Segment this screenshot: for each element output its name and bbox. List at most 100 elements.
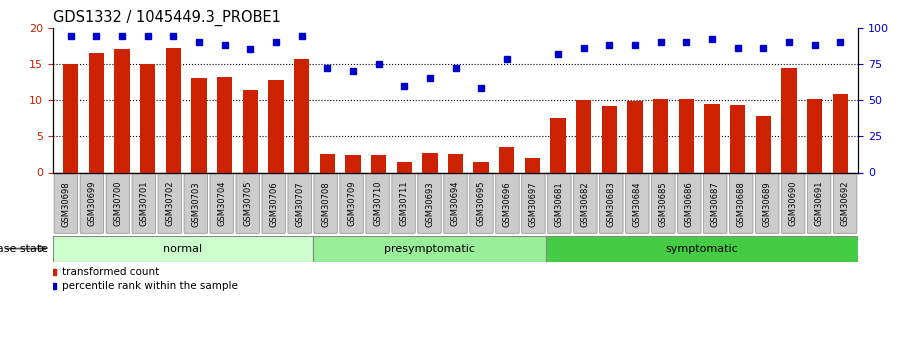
Bar: [345, 155, 361, 172]
Text: disease state: disease state: [0, 244, 48, 254]
Text: GSM30710: GSM30710: [374, 181, 382, 226]
Bar: [679, 99, 694, 172]
Text: GSM30696: GSM30696: [503, 181, 512, 227]
Text: GSM30691: GSM30691: [814, 181, 824, 226]
Text: GSM30703: GSM30703: [191, 181, 200, 227]
FancyBboxPatch shape: [522, 174, 545, 233]
Bar: [550, 118, 566, 172]
FancyBboxPatch shape: [626, 174, 649, 233]
FancyBboxPatch shape: [262, 174, 285, 233]
Bar: [312, 236, 547, 262]
FancyBboxPatch shape: [366, 174, 389, 233]
Text: GSM30709: GSM30709: [347, 181, 356, 226]
Text: percentile rank within the sample: percentile rank within the sample: [62, 281, 238, 290]
Bar: [755, 116, 771, 172]
Text: transformed count: transformed count: [62, 267, 159, 277]
Text: GSM30681: GSM30681: [555, 181, 564, 227]
Text: GSM30701: GSM30701: [139, 181, 148, 226]
FancyBboxPatch shape: [418, 174, 441, 233]
Text: GSM30693: GSM30693: [425, 181, 434, 227]
FancyBboxPatch shape: [314, 174, 337, 233]
FancyBboxPatch shape: [184, 174, 208, 233]
Bar: [576, 100, 591, 172]
Text: GSM30684: GSM30684: [633, 181, 642, 227]
Bar: [191, 78, 207, 172]
Bar: [628, 101, 643, 172]
FancyBboxPatch shape: [158, 174, 181, 233]
Text: GSM30695: GSM30695: [477, 181, 486, 226]
FancyBboxPatch shape: [288, 174, 312, 233]
Bar: [115, 49, 129, 172]
Bar: [547, 236, 858, 262]
Bar: [601, 106, 617, 172]
Text: GSM30687: GSM30687: [711, 181, 720, 227]
Text: GSM30706: GSM30706: [269, 181, 278, 227]
Bar: [833, 94, 848, 172]
FancyBboxPatch shape: [574, 174, 597, 233]
Bar: [448, 155, 463, 172]
Text: GSM30704: GSM30704: [217, 181, 226, 226]
FancyBboxPatch shape: [678, 174, 701, 233]
Text: GSM30682: GSM30682: [581, 181, 590, 227]
FancyBboxPatch shape: [54, 174, 77, 233]
Bar: [782, 68, 796, 172]
Bar: [474, 162, 489, 172]
FancyBboxPatch shape: [496, 174, 519, 233]
FancyBboxPatch shape: [340, 174, 363, 233]
Text: GSM30698: GSM30698: [61, 181, 70, 227]
Bar: [88, 53, 104, 172]
Text: GSM30702: GSM30702: [165, 181, 174, 226]
Bar: [268, 80, 283, 172]
Text: GSM30707: GSM30707: [295, 181, 304, 227]
Text: GSM30686: GSM30686: [685, 181, 694, 227]
Bar: [396, 161, 412, 172]
FancyBboxPatch shape: [132, 174, 156, 233]
Text: presymptomatic: presymptomatic: [384, 244, 475, 254]
FancyBboxPatch shape: [782, 174, 805, 233]
Bar: [217, 77, 232, 172]
Text: GSM30690: GSM30690: [789, 181, 798, 226]
FancyBboxPatch shape: [703, 174, 727, 233]
Bar: [422, 153, 437, 172]
FancyBboxPatch shape: [106, 174, 129, 233]
FancyBboxPatch shape: [755, 174, 779, 233]
FancyBboxPatch shape: [392, 174, 415, 233]
Bar: [53, 236, 312, 262]
Bar: [499, 147, 515, 172]
Text: symptomatic: symptomatic: [666, 244, 739, 254]
Text: GSM30708: GSM30708: [321, 181, 330, 227]
Bar: [320, 155, 335, 172]
Bar: [730, 105, 745, 172]
Bar: [242, 90, 258, 172]
FancyBboxPatch shape: [236, 174, 260, 233]
Text: GSM30697: GSM30697: [529, 181, 537, 227]
FancyBboxPatch shape: [80, 174, 104, 233]
Text: GSM30692: GSM30692: [841, 181, 850, 226]
FancyBboxPatch shape: [834, 174, 857, 233]
Bar: [166, 48, 181, 172]
Text: normal: normal: [163, 244, 202, 254]
Text: GSM30700: GSM30700: [113, 181, 122, 226]
FancyBboxPatch shape: [444, 174, 467, 233]
FancyBboxPatch shape: [730, 174, 753, 233]
FancyBboxPatch shape: [210, 174, 233, 233]
FancyBboxPatch shape: [599, 174, 623, 233]
FancyBboxPatch shape: [651, 174, 675, 233]
Text: GSM30705: GSM30705: [243, 181, 252, 226]
Text: GSM30694: GSM30694: [451, 181, 460, 226]
Text: GSM30685: GSM30685: [659, 181, 668, 227]
FancyBboxPatch shape: [548, 174, 571, 233]
Bar: [704, 105, 720, 172]
Text: GSM30689: GSM30689: [763, 181, 772, 227]
Text: GDS1332 / 1045449.3_PROBE1: GDS1332 / 1045449.3_PROBE1: [53, 10, 281, 26]
FancyBboxPatch shape: [470, 174, 493, 233]
Text: GSM30711: GSM30711: [399, 181, 408, 226]
Text: GSM30699: GSM30699: [87, 181, 97, 226]
Bar: [525, 158, 540, 172]
Bar: [653, 99, 669, 172]
Text: GSM30683: GSM30683: [607, 181, 616, 227]
Bar: [371, 155, 386, 172]
FancyBboxPatch shape: [807, 174, 831, 233]
Bar: [807, 99, 823, 172]
Bar: [140, 64, 156, 172]
